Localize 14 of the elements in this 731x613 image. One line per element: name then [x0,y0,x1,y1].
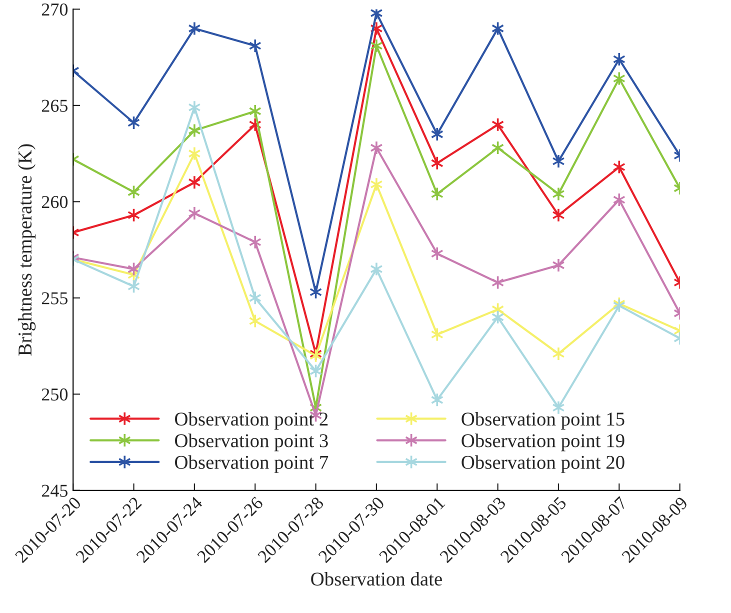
y-tick-label: 250 [42,388,68,401]
legend-label: Observation point 3 [175,434,328,452]
y-tick-label: 260 [42,196,68,208]
legend-label: Observation point 20 [462,455,624,473]
y-tick-label: 270 [42,3,68,16]
y-tick-label: 265 [42,100,68,112]
legend-label: Observation point 2 [175,412,328,430]
legend-label: Observation point 15 [462,412,624,430]
y-tick-label: 255 [42,292,68,304]
x-axis-title: Observation date [311,572,442,586]
y-tick-label: 245 [42,484,68,497]
legend-label: Observation point 19 [462,434,624,452]
legend-label: Observation point 7 [175,455,328,473]
y-axis-title: Brightness temperature (K) [18,144,36,356]
